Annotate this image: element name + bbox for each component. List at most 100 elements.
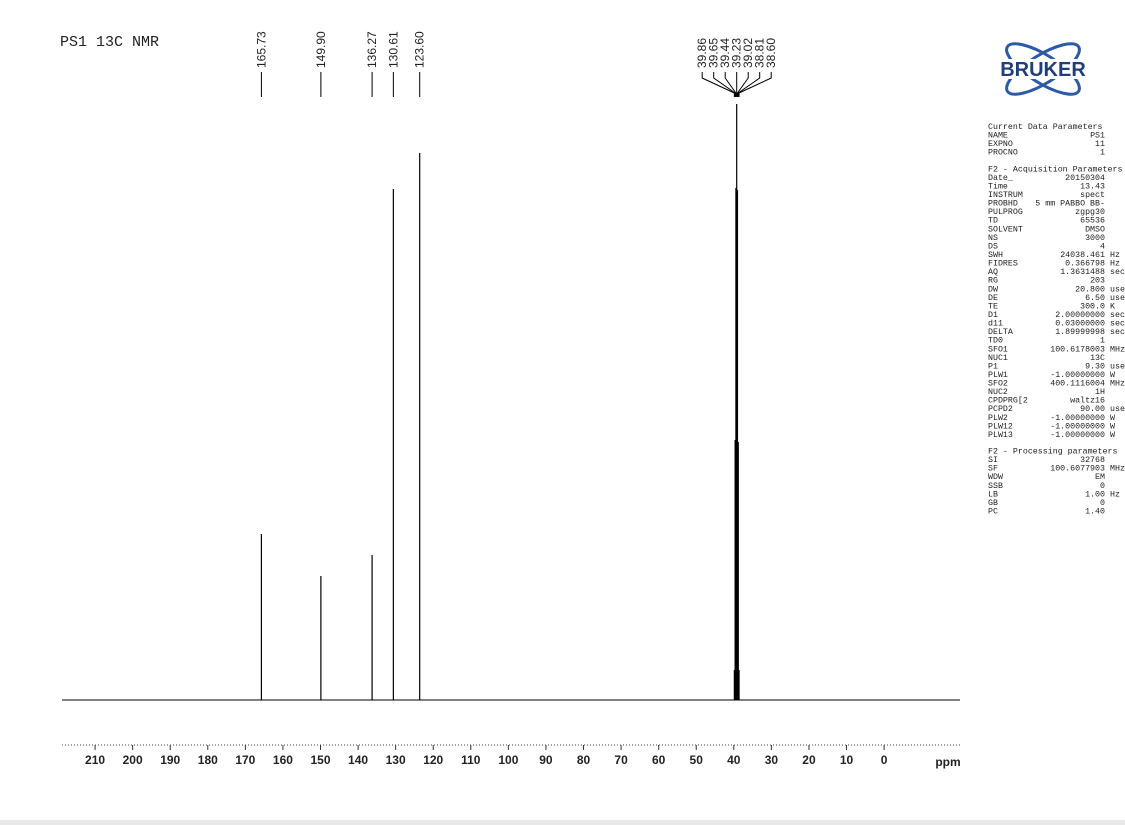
param-value: 1.3631488: [1060, 268, 1105, 277]
param-name: NUC2: [988, 388, 1008, 397]
param-unit: use: [1110, 362, 1125, 371]
x-tick-label: 160: [273, 753, 293, 767]
param-name: PLW1: [988, 371, 1008, 380]
param-unit: W: [1110, 371, 1115, 380]
param-value: 0: [1100, 482, 1105, 491]
param-value: 1.40: [1085, 508, 1105, 517]
x-tick-label: 60: [652, 753, 666, 767]
param-value: 3000: [1085, 234, 1105, 243]
param-name: DE: [988, 294, 998, 303]
param-name: GB: [988, 499, 998, 508]
param-name: D1: [988, 311, 998, 320]
peak-label: 165.73: [254, 31, 268, 68]
param-unit: Hz: [1110, 490, 1120, 499]
param-name: PULPROG: [988, 208, 1023, 217]
param-unit: use: [1110, 294, 1125, 303]
param-value: 0.03000000: [1055, 320, 1105, 329]
param-unit: sec: [1110, 328, 1125, 337]
peak-label-leader: [713, 72, 736, 97]
param-unit: Hz: [1110, 251, 1120, 260]
param-unit: sec: [1110, 268, 1125, 277]
param-value: 4: [1100, 242, 1105, 251]
x-tick-label: 40: [727, 753, 741, 767]
param-name: SWH: [988, 251, 1003, 260]
param-name: SFO1: [988, 345, 1008, 354]
peak-label: 149.90: [314, 31, 328, 68]
param-value: 300.0: [1080, 302, 1105, 311]
param-unit: use: [1110, 285, 1125, 294]
param-name: RG: [988, 277, 998, 286]
param-value: 400.1116004: [1050, 380, 1105, 389]
peak-label: 39.86: [695, 38, 709, 68]
param-name: SI: [988, 456, 998, 465]
x-tick-label: 20: [802, 753, 816, 767]
param-unit: sec: [1110, 320, 1125, 329]
x-tick-label: 50: [690, 753, 704, 767]
param-value: 32768: [1080, 456, 1105, 465]
x-tick-label: 10: [840, 753, 854, 767]
peak-label-leader: [737, 72, 761, 97]
param-value: 100.6178003: [1050, 345, 1105, 354]
x-tick-label: 210: [85, 753, 105, 767]
peak-label: 39.65: [707, 38, 721, 68]
param-name: CPDPRG[2: [988, 396, 1028, 406]
x-tick-label: 170: [235, 753, 255, 767]
param-name: EXPNO: [988, 140, 1013, 149]
param-name: AQ: [988, 268, 998, 277]
param-name: TD0: [988, 337, 1003, 346]
param-name: d11: [988, 319, 1003, 329]
param-name: TD: [988, 217, 998, 226]
param-name: NS: [988, 234, 998, 243]
peak-label: 130.61: [386, 31, 400, 68]
x-tick-label: 130: [386, 753, 406, 767]
param-value: 1H: [1095, 388, 1105, 397]
param-name: SOLVENT: [988, 225, 1023, 234]
param-value: 20150304: [1065, 174, 1105, 183]
param-value: 0: [1100, 499, 1105, 508]
param-value: -1.00000000: [1050, 422, 1105, 431]
param-name: DW: [988, 285, 998, 294]
param-value: DMSO: [1085, 225, 1105, 234]
param-name: Time: [988, 181, 1008, 191]
x-tick-label: 110: [461, 753, 481, 767]
param-name: SSB: [988, 482, 1003, 491]
param-value: PS1: [1090, 132, 1105, 141]
param-value: waltz16: [1070, 396, 1105, 406]
param-name: PROCNO: [988, 149, 1018, 158]
param-value: 24038.461: [1060, 251, 1105, 260]
x-tick-label: 190: [160, 753, 180, 767]
x-tick-label: 140: [348, 753, 368, 767]
x-tick-label: 180: [198, 753, 218, 767]
bruker-logo: BRUKER: [990, 42, 1096, 96]
param-name: PC: [988, 508, 998, 517]
logo-orbit: [1005, 42, 1081, 96]
param-value: 100.6077903: [1050, 465, 1105, 474]
param-value: 11: [1095, 140, 1105, 149]
logo-text: BRUKER: [1000, 59, 1086, 81]
peak-label: 123.60: [413, 31, 427, 68]
param-value: 203: [1090, 277, 1105, 286]
x-tick-label: 100: [498, 753, 518, 767]
bottom-strip: [0, 820, 1125, 825]
param-value: 0.366798: [1065, 260, 1105, 269]
param-name: NUC1: [988, 354, 1008, 363]
param-value: -1.00000000: [1050, 431, 1105, 440]
param-name: PLW13: [988, 431, 1013, 440]
param-unit: use: [1110, 405, 1125, 414]
x-axis-label: ppm: [935, 755, 960, 769]
param-name: P1: [988, 362, 998, 371]
param-heading: F2 - Processing parameters: [988, 447, 1117, 457]
param-value: EM: [1095, 473, 1105, 482]
param-name: PROBHD: [988, 200, 1018, 209]
param-name: INSTRUM: [988, 191, 1023, 200]
peak-label: 136.27: [365, 31, 379, 68]
x-tick-label: 30: [765, 753, 779, 767]
logo-orbit: [1005, 42, 1081, 96]
param-value: spect: [1080, 191, 1105, 200]
param-value: -1.00000000: [1050, 371, 1105, 380]
chart-title: PS1 13C NMR: [60, 34, 159, 51]
param-value: 90.00: [1080, 405, 1105, 414]
param-value: 65536: [1080, 217, 1105, 226]
